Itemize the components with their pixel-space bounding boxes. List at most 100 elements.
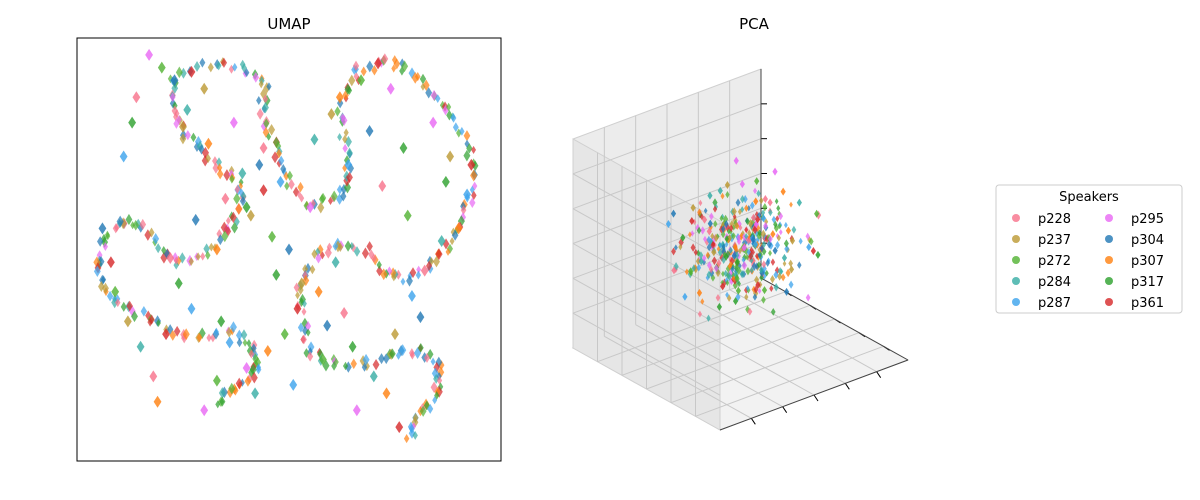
pca-cloud-mark — [720, 255, 727, 265]
umap-ribbon-mark — [378, 353, 385, 365]
umap-point-p272 — [157, 61, 166, 74]
umap-ribbon-mark — [451, 229, 459, 241]
umap-ribbon-mark — [221, 230, 229, 243]
umap-ribbon-mark — [268, 123, 276, 136]
pca-cloud-mark — [737, 247, 742, 255]
umap-ribbon-mark — [258, 80, 264, 89]
umap-point-p228 — [166, 251, 175, 264]
umap-point-p295 — [386, 82, 395, 95]
legend-marker-p228 — [1012, 214, 1020, 222]
umap-point-p361 — [187, 65, 196, 78]
pca-cloud-mark — [774, 198, 779, 205]
umap-ribbon-mark — [464, 139, 470, 149]
umap-ribbon-mark — [246, 344, 254, 357]
umap-ribbon-mark — [389, 348, 396, 360]
umap-ribbon-mark — [260, 87, 268, 100]
umap-ribbon-mark — [235, 377, 243, 390]
umap-ribbon-mark — [256, 108, 264, 120]
umap-ribbon-mark — [234, 216, 240, 227]
umap-ribbon-mark — [436, 376, 443, 385]
pca-cloud-mark — [724, 235, 729, 243]
pca-cloud-mark — [756, 189, 761, 198]
pca-point-p287 — [760, 214, 767, 223]
umap-ribbon-mark — [415, 270, 422, 280]
umap-ribbon-mark — [416, 265, 422, 274]
pca-cloud-mark — [736, 219, 742, 229]
umap-ribbon-mark — [348, 74, 356, 87]
pca-cloud-mark — [769, 275, 775, 284]
umap-point-p272 — [357, 74, 365, 87]
pca-cloud-mark — [773, 220, 778, 229]
pca-cloud-mark — [739, 270, 745, 279]
umap-ribbon-mark — [435, 356, 443, 368]
pca-point-p228 — [767, 198, 773, 207]
pca-cloud-mark — [713, 264, 719, 273]
umap-point-p361 — [162, 328, 170, 341]
umap-ribbon-mark — [218, 387, 226, 399]
umap-ribbon-mark — [156, 319, 161, 328]
pca-x-axis — [719, 359, 909, 431]
pca-cloud-mark — [723, 220, 729, 229]
umap-ribbon-mark — [334, 106, 341, 117]
pca-cloud-mark — [753, 187, 758, 195]
pca-cloud-mark — [760, 229, 766, 239]
umap-ribbon-mark — [362, 353, 370, 366]
pca-point-p272 — [754, 177, 760, 186]
umap-ribbon-mark — [395, 351, 402, 360]
umap-ribbon-mark — [360, 66, 367, 77]
umap-ribbon-mark — [352, 60, 360, 72]
umap-point-p272 — [319, 353, 327, 366]
pca-cloud-mark — [710, 240, 716, 250]
legend: Speakers p228 p237 p272 p284 p287 p295 p304 p30… — [995, 184, 1183, 314]
pca-cloud-mark — [701, 254, 707, 262]
pca-cloud-mark — [721, 270, 725, 278]
pca-cloud-mark — [761, 260, 767, 269]
pca-cloud-mark — [720, 192, 725, 200]
umap-ribbon-mark — [173, 325, 181, 337]
umap-ribbon-mark — [411, 422, 417, 431]
pca-point-p237 — [789, 236, 796, 245]
umap-ribbon-mark — [301, 334, 307, 345]
umap-point-p287 — [225, 336, 234, 349]
umap-ribbon-mark — [283, 171, 290, 181]
umap-point-p317 — [348, 340, 357, 353]
pca-cloud-mark — [754, 211, 759, 218]
pca-point-p272 — [761, 286, 768, 295]
umap-ribbon-mark — [212, 162, 220, 174]
umap-ribbon-mark — [131, 310, 138, 323]
umap-ribbon-mark — [205, 250, 211, 260]
umap-ribbon-mark — [220, 221, 228, 234]
umap-ribbon-mark — [391, 64, 397, 73]
umap-point-p272 — [280, 328, 289, 341]
umap-point-p361 — [107, 256, 115, 269]
pca-cloud-mark — [742, 195, 748, 204]
umap-point-p287 — [408, 290, 416, 303]
umap-ribbon-mark — [263, 118, 270, 129]
pca-cloud-mark — [712, 205, 718, 213]
pca-cloud-mark — [673, 262, 679, 271]
pca-point-p307 — [780, 187, 786, 196]
umap-point-p307 — [454, 222, 463, 235]
pca-cloud-mark — [710, 274, 716, 282]
umap-ribbon-mark — [340, 191, 347, 202]
pca-point-p284 — [707, 191, 713, 200]
umap-ribbon-mark — [469, 197, 476, 208]
umap-ribbon-mark — [232, 62, 238, 72]
umap-ribbon-mark — [288, 178, 295, 190]
umap-point-p287 — [276, 175, 285, 188]
umap-ribbon-mark — [324, 246, 332, 259]
umap-ribbon-mark — [303, 348, 310, 358]
pca-point-p295 — [733, 156, 739, 165]
pca-cloud-mark — [678, 243, 683, 251]
umap-ribbon-mark — [342, 361, 349, 371]
pca-cloud-mark — [711, 256, 718, 266]
umap-ribbon-mark — [346, 86, 353, 95]
pca-cloud-mark — [749, 266, 754, 274]
umap-ribbon-mark — [100, 275, 107, 284]
umap-ribbon-mark — [408, 423, 415, 434]
umap-point-p237 — [200, 82, 209, 95]
pca-point-p272 — [814, 209, 820, 218]
umap-ribbon-mark — [311, 248, 318, 260]
umap-point-p317 — [399, 141, 408, 154]
